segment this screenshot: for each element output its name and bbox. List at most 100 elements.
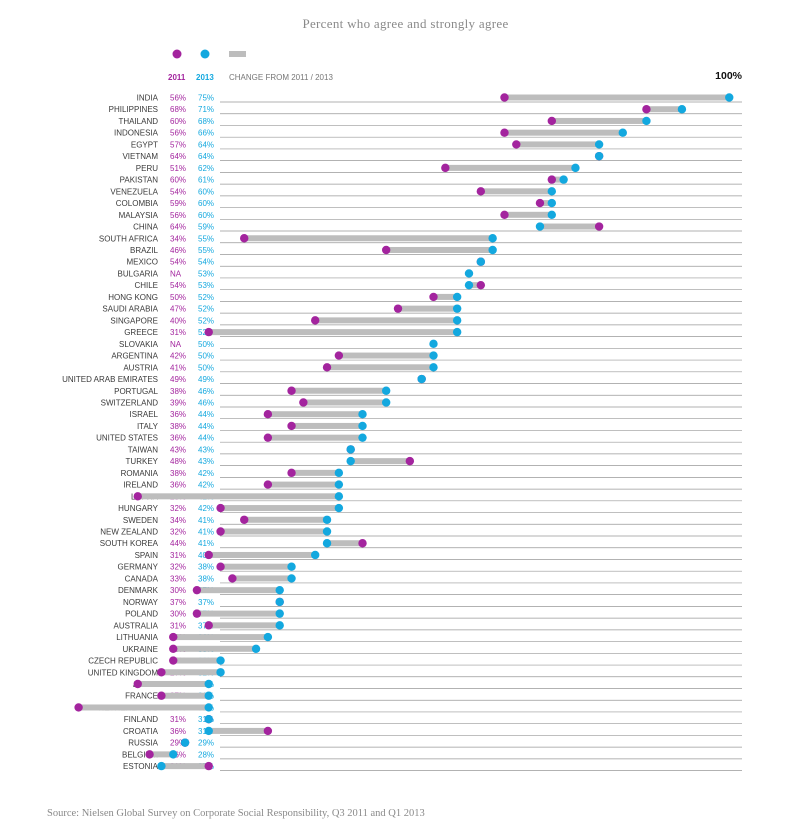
dot-2013 [381, 398, 391, 407]
dot-2013 [547, 187, 556, 196]
value-2013-label: 41% [198, 528, 214, 537]
chart-row: JAPAN25%31% [133, 679, 742, 689]
value-2011-label: 30% [170, 610, 186, 619]
change-bar [315, 317, 458, 324]
chart-row: ARGENTINA 42% 50% [111, 351, 742, 361]
value-2011-label: 38% [170, 422, 186, 431]
chart-row: BRAZIL 46% 55% [130, 245, 742, 255]
value-2011-label: 31% [170, 551, 186, 560]
value-2011-label: NA [170, 340, 182, 349]
country-label: SWEDEN [123, 516, 158, 525]
value-2013-label: 41% [198, 539, 214, 548]
chart-row: INDONESIA 56% 66% [114, 128, 742, 138]
value-2013-label: 61% [198, 176, 214, 185]
dot-2011 [204, 761, 213, 771]
country-label: ISRAEL [130, 410, 159, 419]
change-bar [539, 200, 552, 207]
dot-2011 [240, 234, 249, 243]
dot-2011 [145, 750, 154, 759]
value-2013-label: 60% [198, 211, 214, 220]
dot-2011 [547, 175, 556, 184]
country-label: GERMANY [118, 563, 159, 572]
chart-row: SOUTH KOREA 44% 41% [100, 539, 742, 548]
change-bar [468, 282, 481, 289]
dot-2013 [322, 515, 332, 524]
country-label: ESTONIA [123, 762, 159, 771]
chart-row: NETHERLANDS20%31% [74, 703, 742, 712]
dot-2013 [204, 726, 213, 736]
value-2013-label: 50% [198, 352, 214, 361]
change-bar [433, 293, 458, 300]
change-bar [137, 493, 339, 500]
value-2013-label: 52% [198, 293, 214, 302]
dot-2011 [358, 539, 367, 548]
chart-row: MALAYSIA 56% 60% [119, 210, 742, 220]
change-bar [220, 505, 339, 512]
value-2011-label: 56% [170, 94, 186, 103]
dot-2013 [311, 550, 320, 560]
dot-2011 [169, 644, 178, 654]
dot-2011 [169, 632, 178, 642]
value-2011-label: 68% [170, 105, 186, 114]
country-label: SWITZERLAND [101, 398, 159, 407]
change-bar [350, 458, 410, 465]
country-label: EGYPT [131, 140, 158, 149]
country-label: BULGARIA [118, 269, 159, 278]
chart-row: CHILE 54% 53% [134, 280, 742, 290]
value-2013-label: 41% [198, 516, 214, 525]
dot-2011 [476, 280, 486, 290]
chart-row: FRANCE27%31% [125, 691, 742, 701]
dot-2013 [358, 410, 367, 419]
change-bar [267, 411, 363, 418]
value-2013-label: 66% [198, 129, 214, 138]
change-bar [646, 106, 682, 113]
change-bar [220, 528, 328, 535]
legend-change-swatch [229, 51, 246, 57]
country-label: UNITED ARAB EMIRATES [62, 375, 158, 384]
value-2013-label: 50% [198, 363, 214, 372]
chart-row: INDIA 56% 75% [137, 93, 742, 103]
value-2011-label: 32% [170, 528, 186, 537]
dot-2011 [299, 398, 308, 407]
dot-2011 [547, 116, 556, 126]
change-bar [504, 129, 623, 136]
change-bar [196, 610, 280, 617]
value-2011-label: 31% [170, 715, 186, 724]
value-2011-label: 32% [170, 563, 186, 572]
dot-2013 [464, 280, 474, 290]
dot-2013 [346, 456, 355, 466]
value-2011-label: 56% [170, 129, 186, 138]
dot-2011 [500, 93, 509, 102]
change-bar [208, 551, 316, 558]
change-bar [398, 305, 458, 312]
country-label: ITALY [137, 422, 159, 431]
dot-2013 [263, 632, 273, 642]
chart-row: LITHUANIA28%36% [116, 632, 742, 642]
value-2011-label: 50% [170, 293, 186, 302]
max-label: 100% [715, 70, 743, 82]
country-label: TAIWAN [128, 445, 158, 454]
change-bar [244, 235, 493, 242]
dot-2011 [228, 574, 237, 583]
legend-2011-dot [172, 49, 182, 59]
value-2011-label: 38% [170, 387, 186, 396]
chart-row: SINGAPORE 40% 52% [110, 316, 742, 325]
chart-row: UNITED ARAB EMIRATES 49% 49% [62, 374, 742, 384]
change-bar [551, 117, 647, 124]
value-2013-label: 53% [198, 281, 214, 290]
value-2013-label: 38% [198, 563, 214, 572]
dot-2013 [429, 339, 438, 349]
value-2011-label: 34% [170, 234, 186, 243]
country-label: UNITED STATES [96, 434, 158, 443]
value-2011-label: 26% [170, 750, 186, 759]
value-2013-label: 60% [198, 187, 214, 196]
change-bar [173, 634, 268, 641]
dot-2011 [311, 316, 320, 325]
value-2011-label: 36% [170, 727, 186, 736]
dot-2013 [216, 668, 225, 677]
change-bar [338, 352, 434, 359]
value-2011-label: 42% [170, 352, 186, 361]
